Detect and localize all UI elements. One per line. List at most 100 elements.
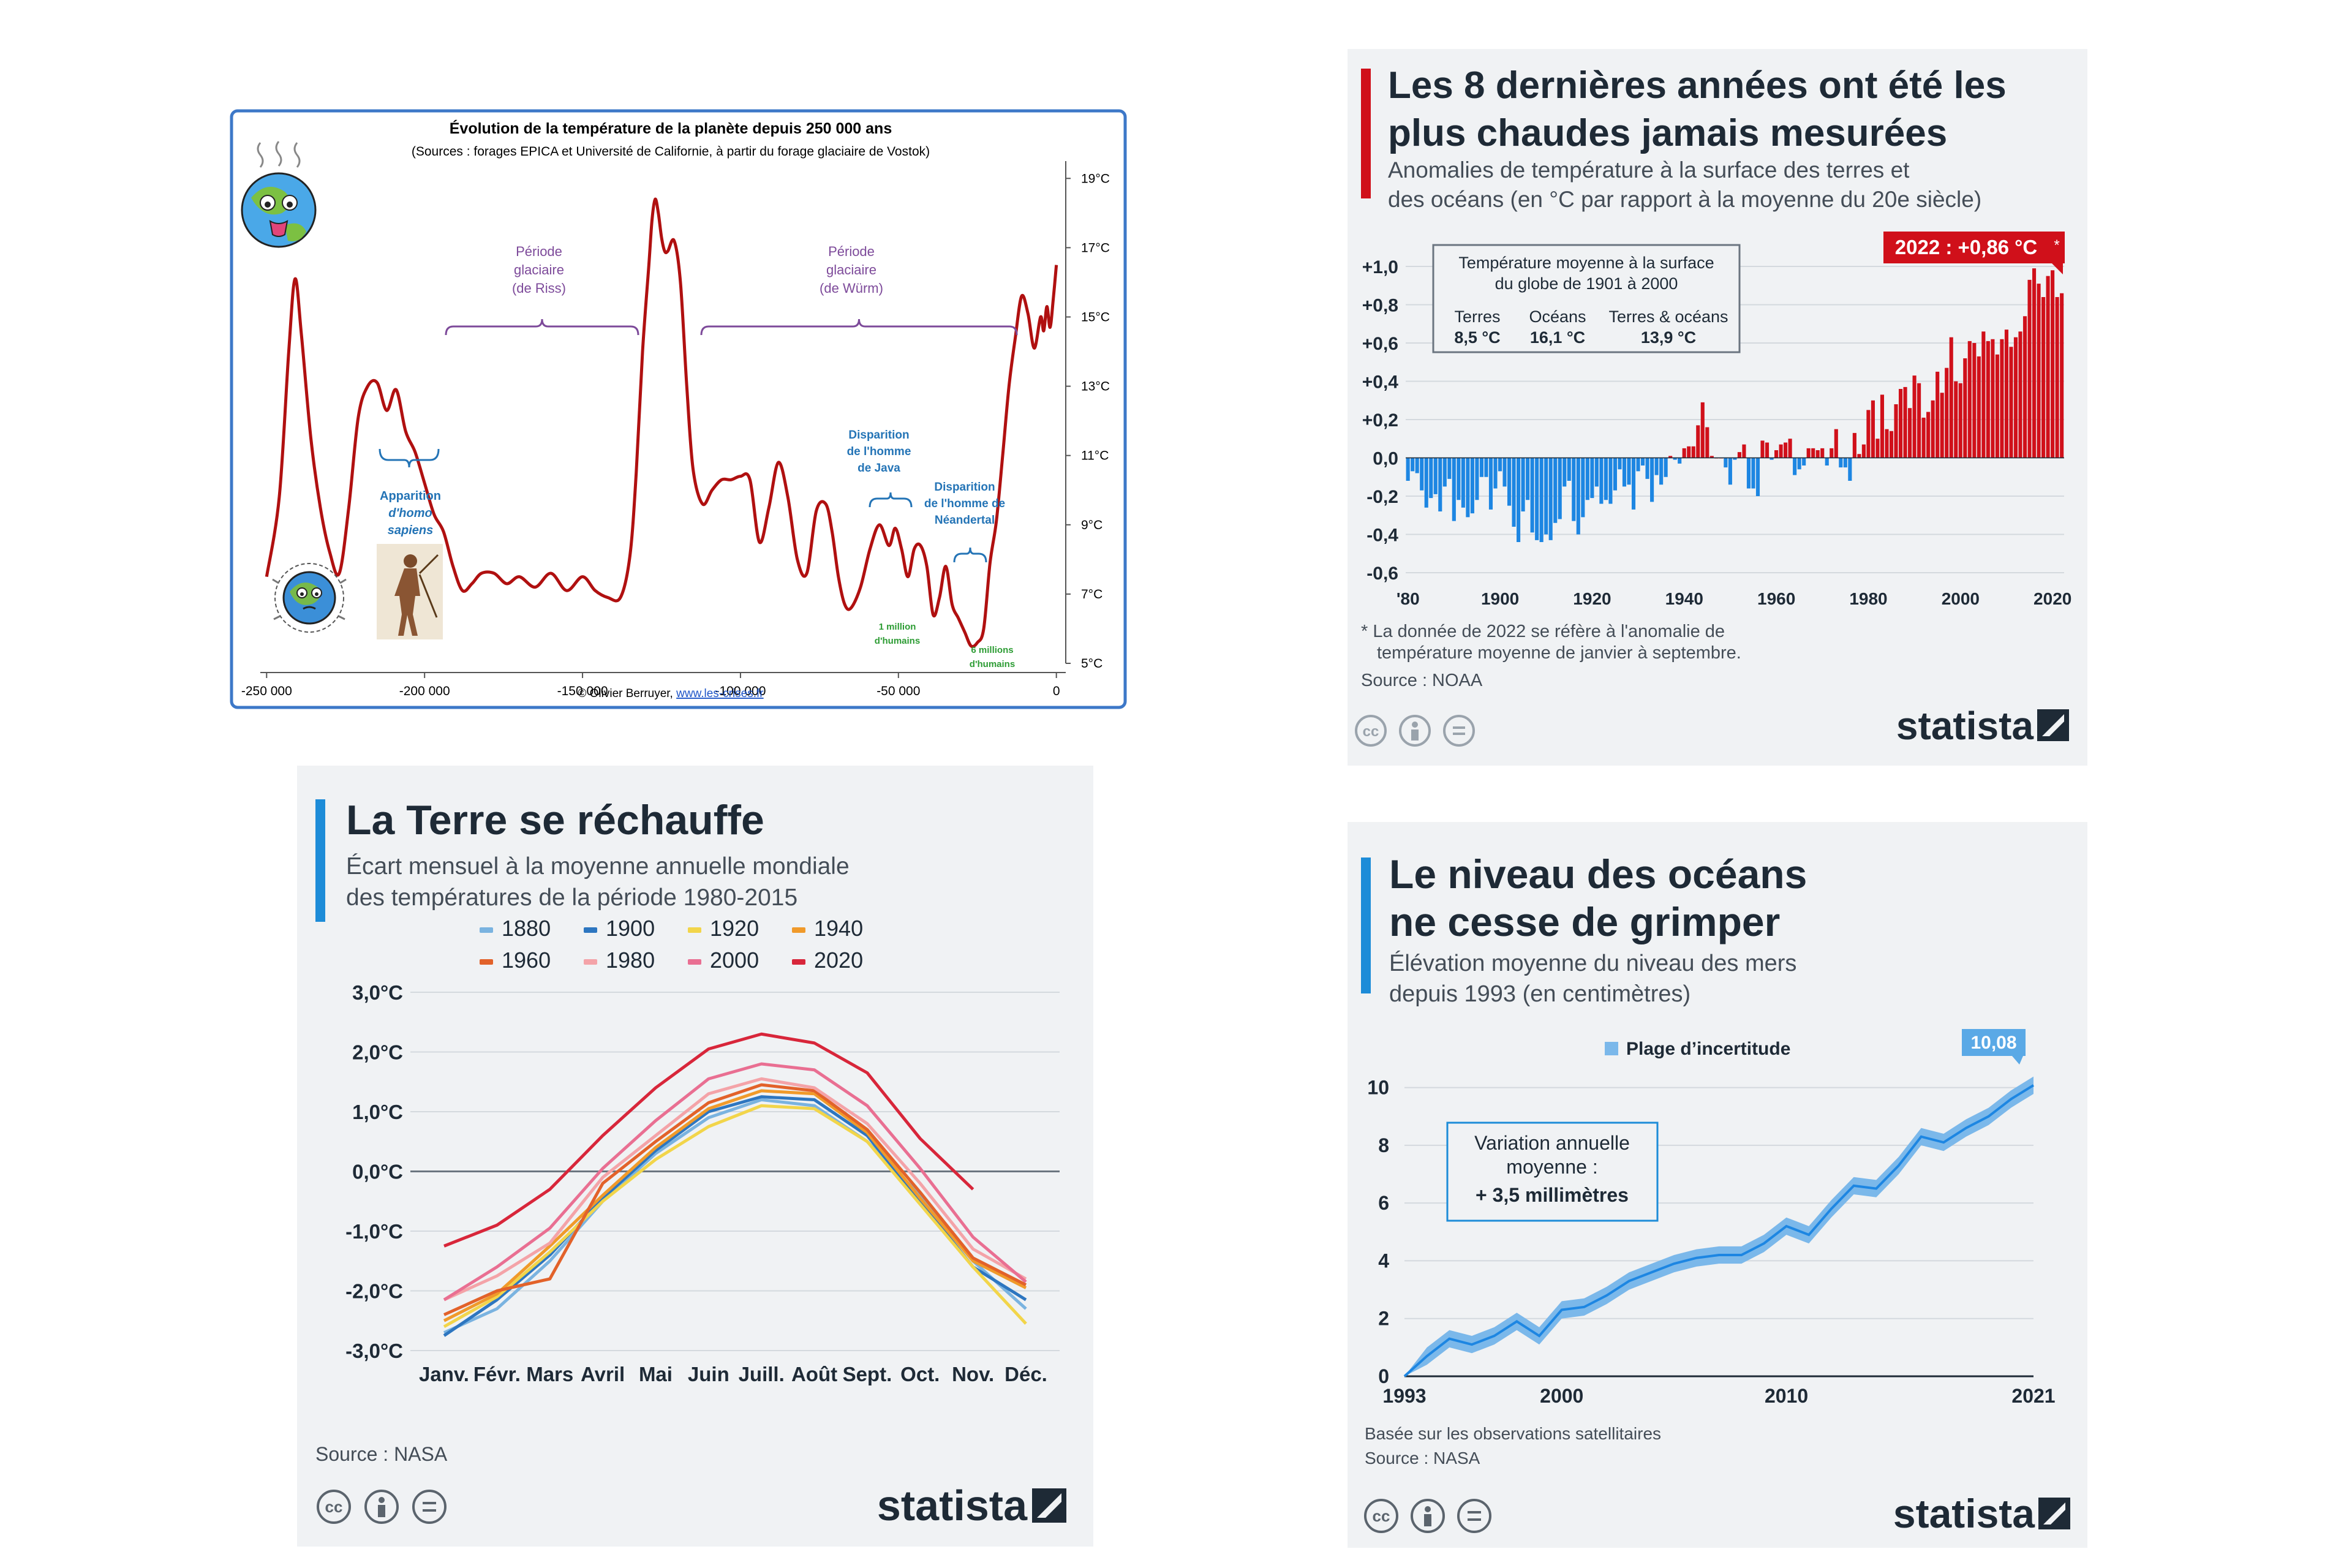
attribution-icon <box>1411 1499 1445 1533</box>
paleo-chart-svg: Évolution de la température de la planèt… <box>230 109 1127 709</box>
license-icons: cc <box>1355 715 1475 747</box>
anomaly-bar <box>1991 339 1995 458</box>
anomaly-bar <box>1590 458 1594 499</box>
sea-subtitle-2: depuis 1993 (en centimètres) <box>1389 981 1691 1007</box>
sea-title-line-2: ne cesse de grimper <box>1389 899 1780 944</box>
anomaly-bar <box>1553 458 1558 523</box>
anomaly-bar <box>1447 458 1452 479</box>
paleo-temperature-line <box>265 197 1058 649</box>
anomaly-bar <box>1530 458 1534 533</box>
anomaly-bar <box>1507 458 1512 506</box>
paleo-y-tick-label: 7°C <box>1081 587 1102 601</box>
anomaly-bar <box>1797 458 1801 470</box>
sea-level-svg: Le niveau des océans ne cesse de grimper… <box>1361 851 2070 1536</box>
warm-x-tick-label: 1960 <box>1757 589 1795 608</box>
monthly-x-tick-label: Oct. <box>900 1363 940 1385</box>
title-accent-bar <box>315 799 325 922</box>
anomaly-bar <box>1986 341 1990 458</box>
sea-y-tick-label: 10 <box>1367 1077 1389 1099</box>
warm-y-tick-label: 0,0 <box>1373 449 1398 469</box>
anomaly-bar <box>1411 458 1415 472</box>
anomaly-bar <box>1627 458 1631 485</box>
sapiens-label: Apparition <box>380 489 441 503</box>
anomaly-bar <box>1871 400 1875 458</box>
title-accent-bar <box>1361 69 1371 198</box>
sea-subtitle-1: Élévation moyenne du niveau des mers <box>1389 950 1796 976</box>
anomaly-bar <box>1461 458 1465 508</box>
monthly-y-tick-label: 0,0°C <box>352 1161 403 1183</box>
anomaly-bar <box>1926 412 1931 458</box>
paleo-x-tick-label: -100 000 <box>715 684 766 698</box>
statista-logo-icon <box>1032 1488 1066 1523</box>
warmest-years-panel: Les 8 dernières années ont été les plus … <box>1348 49 2087 766</box>
anomaly-bar <box>1843 458 1847 468</box>
anomaly-bar <box>1512 458 1516 527</box>
anomaly-bar <box>1438 458 1442 511</box>
anomaly-bar <box>1981 331 1986 458</box>
les-crises-link[interactable]: www.les-crises.fr <box>676 687 764 700</box>
monthly-source: Source : NASA <box>315 1443 448 1465</box>
warm-title-line-2: plus chaudes jamais mesurées <box>1388 112 1947 154</box>
anomaly-bar <box>1484 458 1488 477</box>
sea-source: Source : NASA <box>1365 1449 1480 1468</box>
warm-y-tick-label: -0,4 <box>1366 526 1398 546</box>
anomaly-bar <box>1949 337 1953 458</box>
anomaly-bar <box>1936 371 1940 458</box>
anomaly-bar <box>1678 458 1682 464</box>
anomaly-bar <box>1581 458 1585 518</box>
anomaly-bar <box>1700 402 1705 458</box>
anomaly-bar <box>1433 458 1438 494</box>
java-disappearance-label: de Java <box>858 462 900 475</box>
paleo-y-tick-label: 19°C <box>1081 172 1110 186</box>
anomaly-bar <box>1793 458 1797 475</box>
sea-y-tick-label: 4 <box>1378 1250 1389 1272</box>
monthly-legend: 1880 1900 1920 1940 1960 1980 2000 2020 <box>480 916 863 973</box>
legend-label: 1880 <box>502 916 551 941</box>
warm-y-tick-label: -0,2 <box>1366 487 1398 507</box>
reference-infobox: Température moyenne à la surface du glob… <box>1432 244 1741 353</box>
uncertainty-band <box>1404 1076 2034 1376</box>
sea-plot-area: 0 2 4 6 8 10 1993 2000 2010 2021 <box>1367 1077 2055 1407</box>
anomaly-bar <box>2000 339 2004 458</box>
warm-y-tick-label: +0,4 <box>1362 372 1399 393</box>
sea-y-tick-label: 0 <box>1378 1365 1389 1387</box>
anomaly-bar <box>1903 386 1907 458</box>
anomaly-bar <box>1885 429 1889 458</box>
anomaly-bar <box>1958 383 1962 458</box>
monthly-plot-area: 3,0°C 2,0°C 1,0°C 0,0°C -1,0°C -2,0°C -3,0°C Ja… <box>345 981 1060 1385</box>
anomaly-bar <box>1613 458 1618 491</box>
anomaly-bar <box>2051 270 2055 458</box>
sea-box-line-2: moyenne : <box>1506 1156 1597 1178</box>
infobox-col-value-ocean: 16,1 °C <box>1530 328 1585 347</box>
sea-y-tick-label: 8 <box>1378 1134 1389 1156</box>
neandertal-disappearance-label: Néandertal <box>935 514 995 527</box>
legend-swatch <box>480 927 493 933</box>
warm-y-tick-label: +0,8 <box>1362 296 1398 316</box>
anomaly-bar <box>1442 458 1447 487</box>
anomaly-bar <box>1742 444 1746 458</box>
warm-subtitle-line-2: des océans (en °C par rapport à la moyen… <box>1388 187 1981 212</box>
statista-brand: statista <box>1896 704 2034 748</box>
svg-text:cc: cc <box>1363 723 1379 740</box>
legend-label: 1940 <box>814 916 863 941</box>
warm-y-tick-label: +0,2 <box>1362 410 1398 431</box>
six-million-humans-label: 6 millions <box>971 645 1013 655</box>
legend-label: 1900 <box>606 916 655 941</box>
one-million-humans-label: 1 million <box>879 622 916 632</box>
wurm-glacial-label: (de Würm) <box>820 281 883 296</box>
anomaly-bar <box>1894 404 1898 458</box>
anomaly-bar <box>1558 458 1562 519</box>
anomaly-bar <box>1760 440 1765 458</box>
anomaly-bar <box>1548 458 1553 540</box>
java-disappearance-label: Disparition <box>848 429 909 442</box>
legend-swatch <box>584 959 597 965</box>
anomaly-bar <box>1640 458 1645 466</box>
sea-box-line-1: Variation annuelle <box>1474 1132 1630 1154</box>
legend-label: 1960 <box>502 948 551 973</box>
neandertal-brace <box>953 547 987 563</box>
monthly-y-tick-label: 2,0°C <box>352 1041 403 1064</box>
anomaly-bar <box>1967 341 1972 458</box>
anomaly-bar <box>1622 458 1627 487</box>
paleo-chart-panel: Évolution de la température de la planèt… <box>230 109 1127 709</box>
infobox-title-2: du globe de 1901 à 2000 <box>1495 274 1678 293</box>
